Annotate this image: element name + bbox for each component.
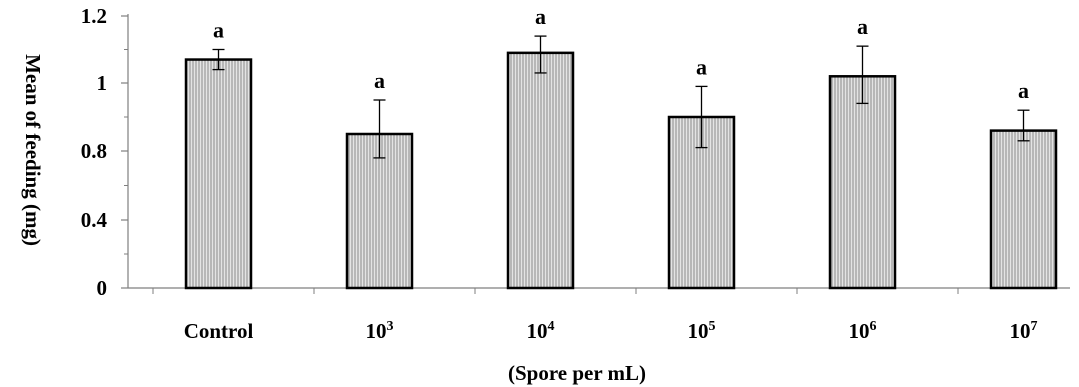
x-tick-label-base: 10 — [849, 319, 870, 343]
x-tick-label-base: 10 — [527, 319, 548, 343]
bar — [506, 51, 575, 290]
x-tick-label: Control — [184, 319, 254, 343]
y-tick-label: 1 — [97, 71, 108, 95]
significance-label: a — [213, 18, 224, 43]
y-axis-title: Mean of feeding (mg) — [21, 54, 45, 246]
x-tick-label-base: 10 — [1010, 319, 1031, 343]
x-tick-label: 104 — [527, 319, 555, 343]
x-tick-label-exponent: 4 — [548, 319, 555, 334]
bar — [345, 132, 414, 290]
significance-label: a — [1018, 78, 1029, 103]
y-tick-label: 1.2 — [81, 4, 107, 28]
significance-label: a — [696, 54, 707, 79]
y-tick-label: 0 — [97, 276, 108, 300]
bar — [828, 75, 897, 290]
y-tick-label: 0.4 — [81, 208, 108, 232]
x-tick-label: 106 — [849, 319, 877, 343]
x-tick-label: 105 — [688, 319, 716, 343]
x-tick-label-exponent: 3 — [387, 319, 394, 334]
x-tick-label-base: Control — [184, 319, 254, 343]
y-tick-label: 0.8 — [81, 139, 107, 163]
x-axis — [128, 287, 1070, 294]
y-axis: 0 0.4 0.8 1 1.2 — [81, 4, 129, 300]
x-tick-label-base: 10 — [688, 319, 709, 343]
x-tick-label: 107 — [1010, 319, 1038, 343]
bar — [184, 58, 253, 290]
significance-label: a — [857, 14, 868, 39]
x-tick-label-base: 10 — [366, 319, 387, 343]
x-tick-label: 103 — [366, 319, 394, 343]
significance-label: a — [535, 4, 546, 29]
x-axis-title: (Spore per mL) — [508, 361, 646, 385]
significance-label: a — [374, 68, 385, 93]
bar — [989, 129, 1058, 290]
x-tick-label-exponent: 5 — [709, 319, 716, 334]
x-tick-label-exponent: 7 — [1031, 319, 1038, 334]
x-tick-label-exponent: 6 — [870, 319, 877, 334]
bars — [184, 35, 1058, 290]
